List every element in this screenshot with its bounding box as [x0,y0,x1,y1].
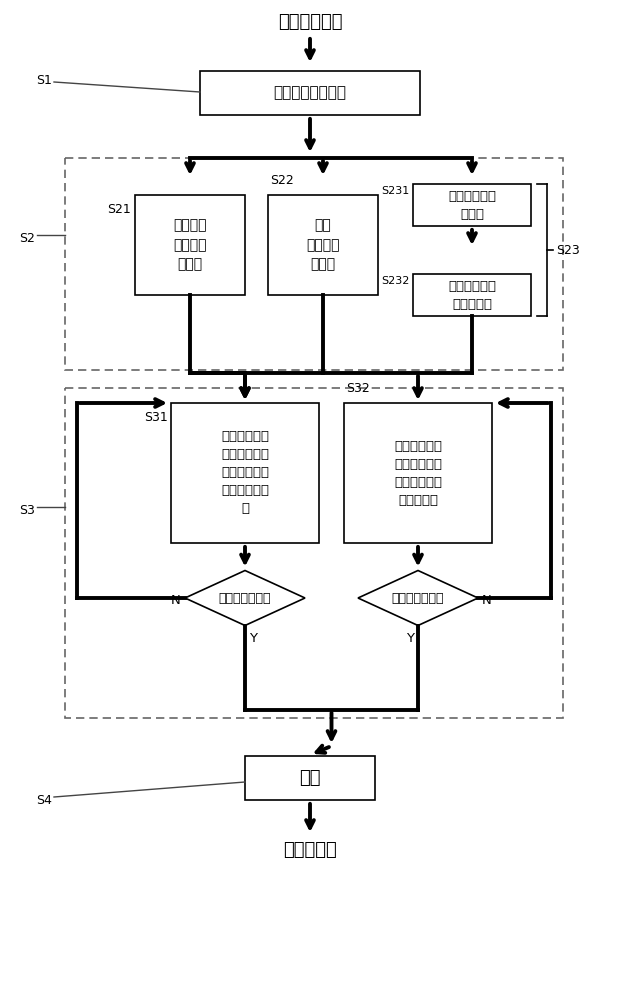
Text: 将半成品均热
板置于真空腔
室内，对真空
腔室抽真空: 将半成品均热 板置于真空腔 室内，对真空 腔室抽真空 [394,440,442,506]
Text: 达到终止气压值: 达到终止气压值 [219,591,272,604]
Text: Y: Y [406,632,414,645]
FancyBboxPatch shape [268,195,378,295]
Text: S4: S4 [36,794,52,806]
Text: S3: S3 [19,504,35,516]
Text: 真空
环境下冷
冻凝固: 真空 环境下冷 冻凝固 [306,219,340,271]
Text: 将半成品均热
板的预留开口
连接到真空管
道进行真空抽
气: 将半成品均热 板的预留开口 连接到真空管 道进行真空抽 气 [221,430,269,516]
FancyBboxPatch shape [413,184,531,226]
Text: S32: S32 [346,382,370,395]
Polygon shape [358,570,478,626]
Text: 封口: 封口 [299,769,321,787]
FancyBboxPatch shape [200,71,420,115]
Text: S22: S22 [270,174,294,187]
Text: S21: S21 [107,203,131,216]
Text: S2: S2 [19,232,35,244]
Text: S232: S232 [382,276,410,286]
FancyBboxPatch shape [344,403,492,543]
Text: 真空环境下最
终冷冻凝固: 真空环境下最 终冷冻凝固 [448,279,496,310]
Text: 大气常压环境
下冷冻: 大气常压环境 下冷冻 [448,190,496,221]
Text: N: N [482,593,492,606]
FancyBboxPatch shape [135,195,245,295]
Text: S23: S23 [556,243,580,256]
Text: Y: Y [249,632,257,645]
Text: 注入液体相变工质: 注入液体相变工质 [273,86,347,101]
FancyBboxPatch shape [171,403,319,543]
Text: N: N [171,593,181,606]
Text: 达到终止气压值: 达到终止气压值 [392,591,445,604]
Text: 半成品均热板: 半成品均热板 [278,13,342,31]
FancyBboxPatch shape [245,756,375,800]
Polygon shape [185,570,305,626]
FancyBboxPatch shape [413,274,531,316]
Text: S1: S1 [36,74,52,87]
Text: S31: S31 [144,411,168,424]
Text: 成品均热板: 成品均热板 [283,841,337,859]
Text: S231: S231 [382,186,410,196]
Text: 大气常压
环境下冷
冻凝固: 大气常压 环境下冷 冻凝固 [173,219,206,271]
